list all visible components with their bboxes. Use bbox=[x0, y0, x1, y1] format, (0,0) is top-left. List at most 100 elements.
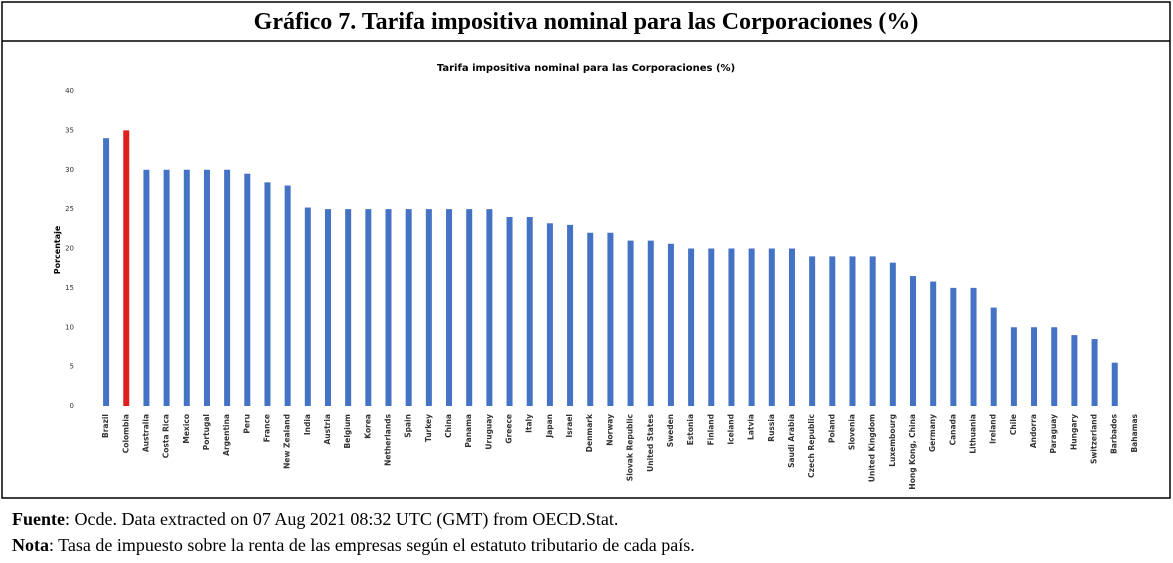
x-tick-label: Colombia bbox=[121, 414, 130, 453]
chart-title: Tarifa impositiva nominal para las Corpo… bbox=[437, 63, 735, 74]
bar bbox=[506, 217, 513, 406]
bar bbox=[103, 138, 110, 406]
y-tick-label: 30 bbox=[65, 166, 74, 174]
y-tick-label: 15 bbox=[65, 284, 74, 292]
x-tick-label: Ireland bbox=[989, 414, 998, 444]
x-tick-label: Chile bbox=[1009, 414, 1018, 435]
bar bbox=[446, 209, 453, 406]
x-tick-label: United Kingdom bbox=[868, 414, 877, 482]
bar bbox=[123, 130, 130, 406]
bar bbox=[163, 169, 170, 406]
x-tick-label: Hong Kong, China bbox=[908, 414, 917, 490]
y-axis-label: Porcentaje bbox=[53, 225, 62, 274]
x-tick-label: Paraguay bbox=[1049, 414, 1058, 454]
x-tick-label: Netherlands bbox=[384, 413, 393, 465]
bar bbox=[1071, 335, 1078, 406]
bar bbox=[768, 248, 775, 406]
x-tick-label: Denmark bbox=[585, 413, 594, 452]
x-tick-label: Spain bbox=[404, 414, 413, 438]
x-tick-label: Peru bbox=[242, 414, 251, 434]
bar bbox=[183, 169, 190, 406]
x-tick-label: Turkey bbox=[424, 414, 433, 442]
y-tick-label: 35 bbox=[65, 126, 74, 134]
bar bbox=[1091, 339, 1098, 406]
x-tick-label: Lithuania bbox=[969, 414, 978, 454]
x-tick-label: Saudi Arabia bbox=[787, 414, 796, 468]
bar bbox=[688, 248, 695, 406]
bar bbox=[1031, 327, 1038, 406]
bar bbox=[607, 232, 614, 406]
bar bbox=[950, 287, 957, 406]
x-tick-label: Japan bbox=[545, 414, 554, 439]
bar bbox=[405, 209, 412, 406]
x-tick-label: Costa Rica bbox=[162, 414, 171, 458]
y-tick-label: 25 bbox=[65, 205, 74, 213]
y-tick-label: 0 bbox=[70, 402, 74, 410]
x-tick-label: Andorra bbox=[1029, 414, 1038, 448]
bar bbox=[385, 209, 392, 406]
bar bbox=[708, 248, 715, 406]
x-tick-label: Brazil bbox=[101, 414, 110, 438]
bar bbox=[587, 232, 594, 406]
x-tick-label: Luxembourg bbox=[888, 414, 897, 467]
bar bbox=[970, 287, 977, 406]
x-tick-label: Korea bbox=[363, 414, 372, 439]
x-tick-label: Switzerland bbox=[1090, 414, 1099, 464]
x-tick-label: Norway bbox=[605, 414, 614, 446]
x-tick-label: France bbox=[262, 414, 271, 442]
x-tick-label: Portugal bbox=[202, 414, 211, 450]
x-tick-label: Latvia bbox=[747, 414, 756, 440]
bar bbox=[728, 248, 735, 406]
bar bbox=[264, 182, 271, 406]
x-tick-label: Australia bbox=[141, 414, 150, 452]
x-tick-label: United States bbox=[646, 413, 655, 471]
bar bbox=[889, 262, 896, 406]
note-label: Nota bbox=[12, 535, 49, 555]
note-text: : Tasa de impuesto sobre la renta de las… bbox=[49, 535, 695, 555]
bar bbox=[849, 256, 856, 406]
bar bbox=[809, 256, 816, 406]
bar bbox=[930, 281, 937, 406]
x-tick-label: Russia bbox=[767, 414, 776, 442]
bar bbox=[647, 240, 654, 406]
bar bbox=[324, 209, 331, 406]
bar bbox=[224, 169, 231, 406]
bar bbox=[748, 248, 755, 406]
x-tick-label: India bbox=[303, 414, 312, 435]
bar bbox=[345, 209, 352, 406]
bar bbox=[910, 276, 917, 406]
bar bbox=[466, 209, 473, 406]
x-tick-label: Slovak Republic bbox=[626, 414, 635, 481]
x-tick-label: Poland bbox=[827, 414, 836, 443]
bar bbox=[546, 223, 553, 406]
x-tick-label: Canada bbox=[948, 414, 957, 445]
x-tick-label: Bahamas bbox=[1130, 413, 1139, 452]
source-label: Fuente bbox=[12, 509, 65, 529]
bar bbox=[244, 173, 251, 406]
bar bbox=[425, 209, 432, 406]
x-tick-label: Germany bbox=[928, 414, 937, 452]
y-tick-label: 40 bbox=[65, 87, 74, 95]
source-text: : Ocde. Data extracted on 07 Aug 2021 08… bbox=[65, 509, 618, 530]
x-tick-label: Panama bbox=[464, 414, 473, 448]
frame bbox=[1, 1, 1171, 499]
bar bbox=[1111, 362, 1118, 406]
y-tick-label: 20 bbox=[65, 245, 74, 253]
x-tick-label: Estonia bbox=[686, 414, 695, 445]
bar bbox=[788, 248, 795, 406]
bar bbox=[284, 185, 291, 406]
x-tick-label: Sweden bbox=[666, 414, 675, 447]
bar bbox=[365, 209, 372, 406]
source-line: Fuente: Ocde. Data extracted on 07 Aug 2… bbox=[12, 509, 618, 530]
x-tick-label: Austria bbox=[323, 414, 332, 445]
bar bbox=[304, 207, 311, 406]
bar bbox=[829, 256, 836, 406]
bar bbox=[667, 243, 674, 406]
x-tick-label: Mexico bbox=[182, 414, 191, 444]
note-line: Nota: Tasa de impuesto sobre la renta de… bbox=[12, 535, 695, 555]
y-tick-label: 10 bbox=[65, 323, 74, 331]
x-tick-label: Hungary bbox=[1069, 414, 1078, 450]
x-tick-label: China bbox=[444, 414, 453, 438]
x-tick-label: Iceland bbox=[726, 414, 735, 445]
